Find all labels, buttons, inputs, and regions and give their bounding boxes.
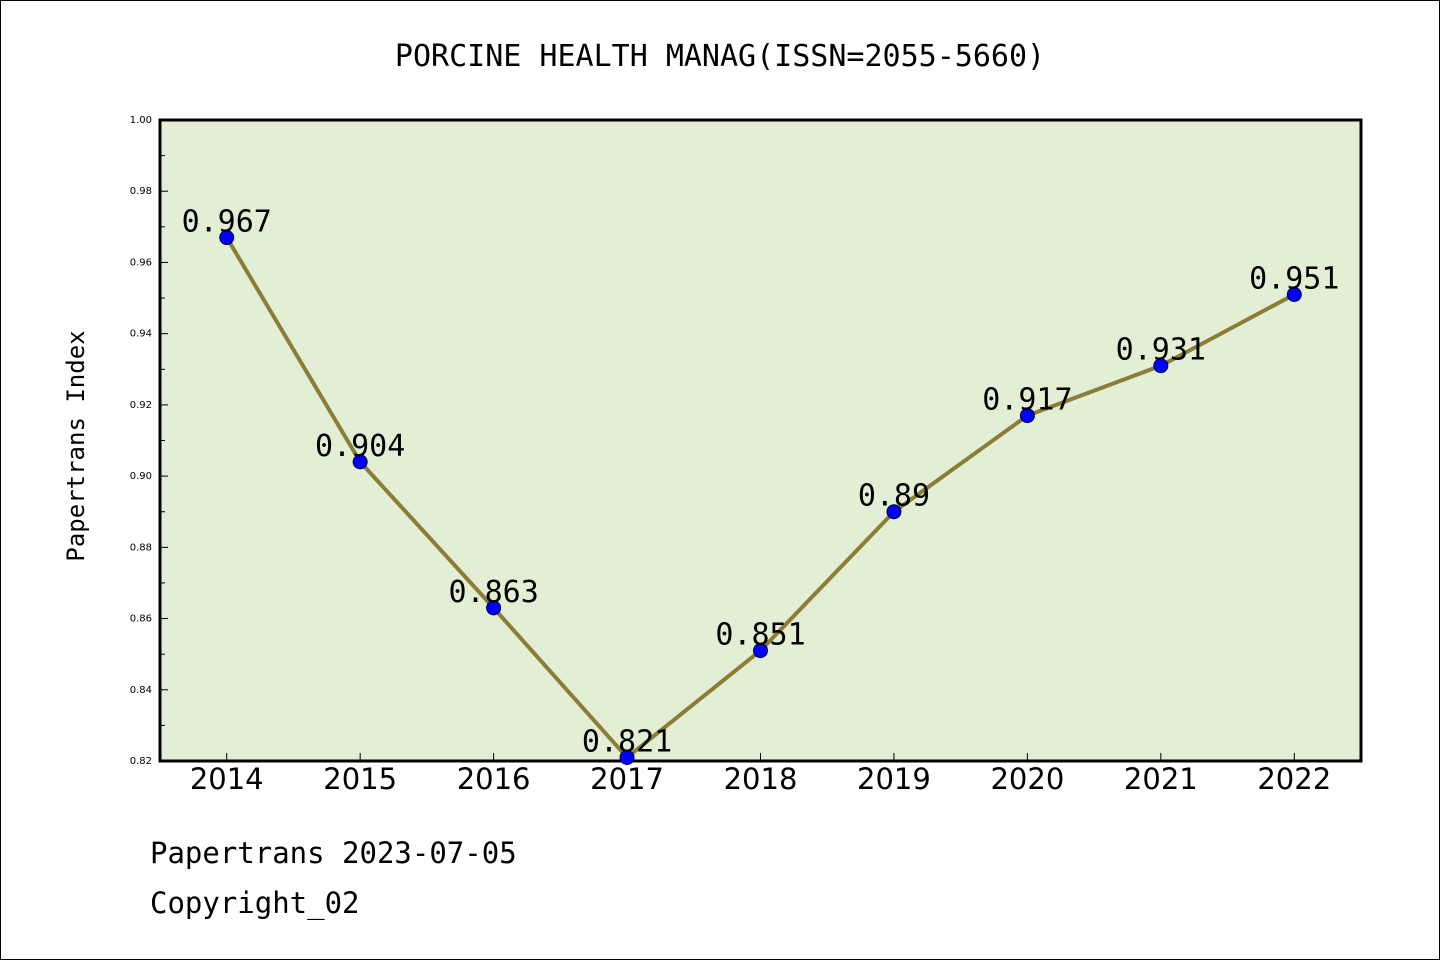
data-label: 0.89 (858, 479, 930, 514)
data-label: 0.904 (315, 429, 405, 464)
data-label: 0.851 (715, 618, 805, 653)
data-label: 0.863 (448, 575, 538, 610)
data-point (1019, 408, 1035, 424)
data-label-group: 0.967 0.904 0.863 0.821 0.851 0.89 0.917 0.931 0… (182, 205, 1340, 760)
y-axis: 0.82 0.84 0.86 0.88 0.90 0.92 0.94 0.96 0.98 1.00 (130, 115, 168, 767)
y-tick-label: 0.94 (130, 329, 152, 340)
data-point (219, 230, 235, 246)
y-tick-label: 1.00 (130, 115, 152, 126)
data-point (886, 504, 902, 520)
x-tick-label: 2016 (457, 762, 531, 796)
y-tick-label: 0.82 (130, 756, 152, 767)
footer-date-text: Papertrans 2023-07-05 (150, 836, 517, 870)
x-tick-label: 2018 (724, 762, 798, 796)
data-point (619, 749, 635, 765)
footer-copyright-text: Copyright_02 (150, 886, 360, 920)
data-label: 0.821 (582, 724, 672, 759)
data-label: 0.917 (982, 383, 1072, 418)
y-tick-label: 0.90 (130, 471, 152, 482)
y-tick-label: 0.98 (130, 186, 152, 197)
y-axis-label: Papertrans Index (62, 330, 90, 561)
y-tick-label: 0.84 (130, 685, 152, 696)
x-tick-label: 2017 (590, 762, 664, 796)
y-tick-label: 0.92 (130, 400, 152, 411)
y-tick-label: 0.86 (130, 614, 152, 625)
x-tick-label: 2022 (1257, 762, 1331, 796)
x-tick-label: 2021 (1124, 762, 1198, 796)
x-tick-label: 2019 (857, 762, 931, 796)
data-label: 0.951 (1249, 261, 1339, 296)
data-point (1286, 286, 1302, 302)
y-tick-label: 0.96 (130, 257, 152, 268)
data-label: 0.931 (1116, 333, 1206, 368)
y-tick-label: 0.88 (130, 542, 152, 553)
x-tick-label: 2015 (323, 762, 397, 796)
data-label: 0.967 (182, 205, 272, 240)
x-tick-label: 2014 (190, 762, 264, 796)
x-tick-label: 2020 (990, 762, 1064, 796)
chart-title: PORCINE HEALTH MANAG(ISSN=2055-5660) (395, 39, 1045, 74)
data-point (486, 600, 502, 616)
data-point (352, 454, 368, 470)
x-axis: 2014 2015 2016 2017 2018 2019 2020 2021 2022 (190, 753, 1331, 796)
series-line-group (219, 230, 1302, 765)
data-point (1153, 358, 1169, 374)
data-point (753, 643, 768, 659)
